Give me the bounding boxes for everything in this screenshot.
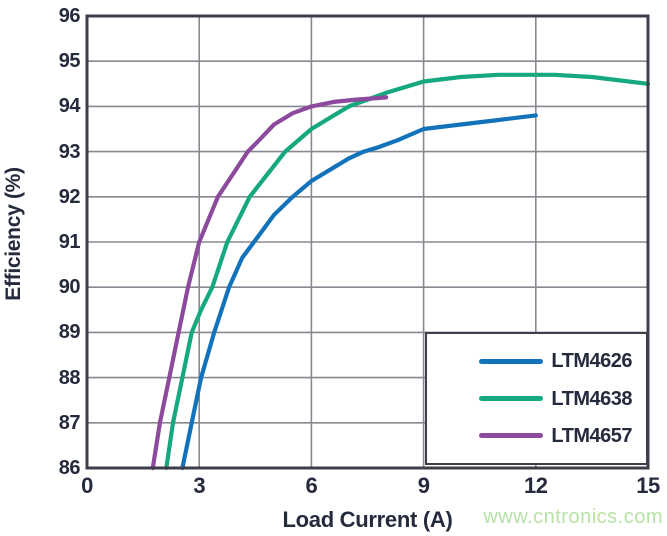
series-line-ltm4626 [180,113,538,471]
y-tick-label-90: 90 [58,276,81,299]
x-tick-label-6: 6 [305,473,318,498]
x-tick-label-9: 9 [417,473,430,498]
series-line-ltm4638 [164,72,651,471]
legend-item-ltm4626: LTM4626 [427,351,646,371]
y-tick-label-93: 93 [58,140,81,163]
legend-label-ltm4626: LTM4626 [551,350,632,373]
legend-item-ltm4638: LTM4638 [427,389,646,409]
legend-item-ltm4657: LTM4657 [427,426,646,446]
x-axis-title: Load Current (A) [282,507,453,532]
y-tick-label-89: 89 [58,321,81,344]
y-tick-label-96: 96 [58,5,81,27]
x-tick-label-12: 12 [524,473,548,498]
legend-swatch-ltm4638 [479,396,544,401]
y-tick-label-94: 94 [58,95,81,118]
y-axis-title: Efficiency (%) [2,167,25,301]
legend-label-ltm4657: LTM4657 [551,424,632,447]
watermark-text: www.cntronics.com [483,506,663,528]
x-tick-label-15: 15 [636,473,660,498]
y-tick-label-95: 95 [58,50,81,73]
series-line-ltm4657 [150,95,389,471]
x-tick-label-3: 3 [193,473,206,498]
y-tick-label-87: 87 [58,411,81,434]
y-tick-label-91: 91 [58,231,81,253]
legend-swatch-ltm4626 [479,358,544,364]
plot-border [85,14,650,470]
x-tick-label-0: 0 [81,473,93,498]
legend-swatch-ltm4657 [479,433,544,439]
legend-box: LTM4626 LTM4638 LTM4657 [425,332,648,465]
y-tick-label-92: 92 [58,185,81,208]
y-tick-label-88: 88 [58,366,81,389]
legend-label-ltm4638: LTM4638 [551,387,632,410]
y-tick-label-86: 86 [58,457,81,479]
